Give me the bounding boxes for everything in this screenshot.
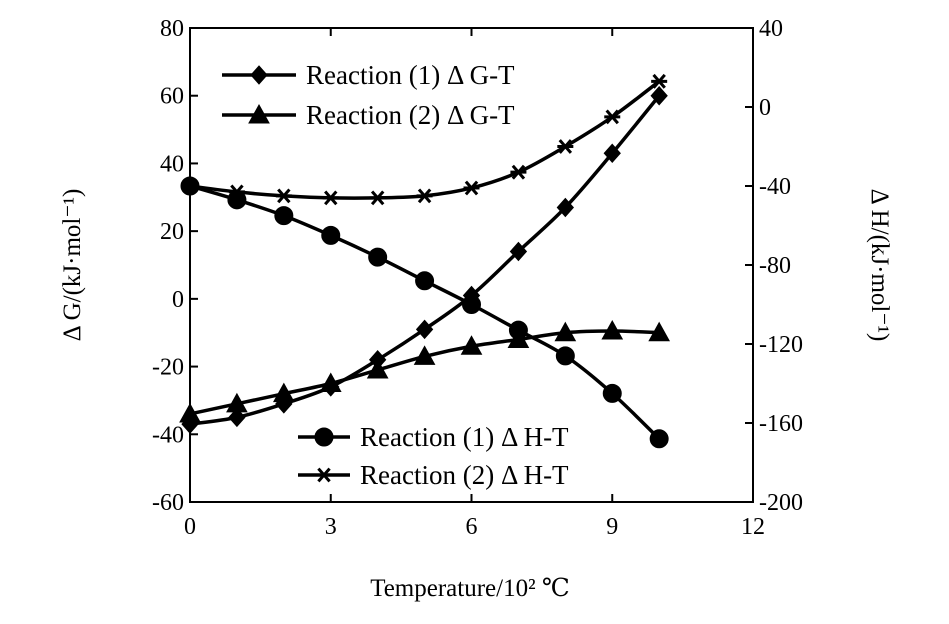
legend-entry: Reaction (2) Δ H-T bbox=[298, 460, 569, 490]
y-right-tick-label: -80 bbox=[759, 253, 791, 279]
y-axis-left-title: Δ G/(kJ·mol⁻¹) bbox=[59, 189, 86, 342]
circle-marker bbox=[368, 247, 388, 267]
asterisk-marker bbox=[228, 184, 245, 200]
y-left-tick-label: 0 bbox=[172, 287, 184, 313]
y-left-tick-label: -60 bbox=[152, 490, 184, 516]
triangle-marker bbox=[601, 319, 624, 340]
triangle-marker bbox=[319, 372, 342, 392]
y-right-tick-label: -160 bbox=[759, 411, 803, 437]
x-tick-label: 12 bbox=[741, 514, 765, 540]
y-right-tick-label: -40 bbox=[759, 174, 791, 200]
circle-marker bbox=[314, 427, 334, 447]
asterisk-marker bbox=[604, 109, 621, 125]
x-tick-label: 9 bbox=[606, 514, 618, 540]
y-right-tick-label: -120 bbox=[759, 332, 803, 358]
series-2 bbox=[179, 319, 671, 423]
y-right-tick-label: -200 bbox=[759, 490, 803, 516]
circle-marker bbox=[508, 320, 528, 340]
series-layer bbox=[179, 73, 671, 449]
legend-label: Reaction (1) Δ H-T bbox=[360, 422, 569, 452]
y-left-tick-label: -20 bbox=[152, 355, 184, 381]
triangle-marker bbox=[179, 402, 201, 423]
triangle-marker bbox=[226, 392, 248, 413]
diamond-marker bbox=[415, 319, 434, 340]
asterisk-marker bbox=[416, 188, 433, 204]
y-left-tick-label: -40 bbox=[152, 422, 184, 448]
circle-marker bbox=[415, 271, 435, 291]
legend-label: Reaction (1) Δ G-T bbox=[306, 60, 515, 90]
y-left-tick-label: 60 bbox=[160, 84, 184, 110]
x-axis-title: Temperature/10² ℃ bbox=[370, 575, 570, 602]
x-tick-label: 6 bbox=[466, 514, 478, 540]
y-axis-right-title: Δ H/(kJ·mol⁻¹) bbox=[866, 189, 893, 342]
asterisk-marker bbox=[463, 180, 480, 196]
legend-entry: Reaction (1) Δ H-T bbox=[298, 422, 569, 452]
triangle-marker bbox=[648, 321, 671, 342]
legend-label: Reaction (2) Δ G-T bbox=[306, 100, 515, 130]
legend-layer: Reaction (1) Δ G-T Reaction (2) Δ G-T Reac… bbox=[222, 60, 569, 490]
series-line bbox=[189, 94, 661, 426]
series-line bbox=[189, 184, 661, 441]
legend-label: Reaction (2) Δ H-T bbox=[360, 460, 569, 490]
y-left-tick-label: 20 bbox=[160, 219, 184, 245]
diamond-marker bbox=[250, 65, 268, 85]
y-right-tick-label: 40 bbox=[759, 16, 783, 42]
triangle-marker bbox=[366, 358, 389, 379]
triangle-marker bbox=[272, 382, 295, 403]
diamond-marker bbox=[650, 85, 668, 106]
diamond-marker bbox=[603, 143, 621, 164]
diamond-marker bbox=[228, 407, 246, 428]
series-3 bbox=[180, 176, 669, 449]
asterisk-marker bbox=[275, 188, 292, 204]
circle-marker bbox=[602, 383, 622, 403]
legend-entry: Reaction (1) Δ G-T bbox=[222, 60, 515, 90]
asterisk-marker bbox=[651, 73, 668, 89]
asterisk-marker bbox=[369, 190, 386, 206]
asterisk-marker bbox=[322, 190, 339, 206]
y-right-tick-label: 0 bbox=[759, 95, 771, 121]
asterisk-marker bbox=[182, 178, 198, 194]
circle-marker bbox=[321, 225, 341, 245]
circle-marker bbox=[462, 295, 481, 314]
x-tick-label: 3 bbox=[325, 514, 337, 540]
diamond-marker bbox=[509, 241, 528, 262]
ticks: 0 3 6 9 12 80 60 40 20 0 -20 -40 -60 40 0 -40 -80 -120 -16… bbox=[152, 16, 803, 540]
asterisk-marker bbox=[316, 467, 332, 483]
triangle-marker bbox=[413, 345, 436, 365]
y-left-tick-label: 80 bbox=[160, 16, 184, 42]
triangle-marker bbox=[248, 103, 270, 124]
circle-marker bbox=[649, 429, 669, 449]
circle-marker bbox=[555, 346, 575, 366]
series-4 bbox=[182, 73, 668, 206]
circle-marker bbox=[274, 206, 294, 226]
diamond-marker bbox=[556, 197, 575, 218]
triangle-marker bbox=[460, 335, 483, 355]
series-1 bbox=[181, 85, 668, 434]
asterisk-marker bbox=[510, 164, 527, 180]
y-left-tick-label: 40 bbox=[160, 151, 184, 177]
x-tick-label: 0 bbox=[184, 514, 196, 540]
triangle-marker bbox=[554, 321, 577, 342]
legend-entry: Reaction (2) Δ G-T bbox=[222, 100, 515, 130]
asterisk-marker bbox=[557, 139, 574, 154]
